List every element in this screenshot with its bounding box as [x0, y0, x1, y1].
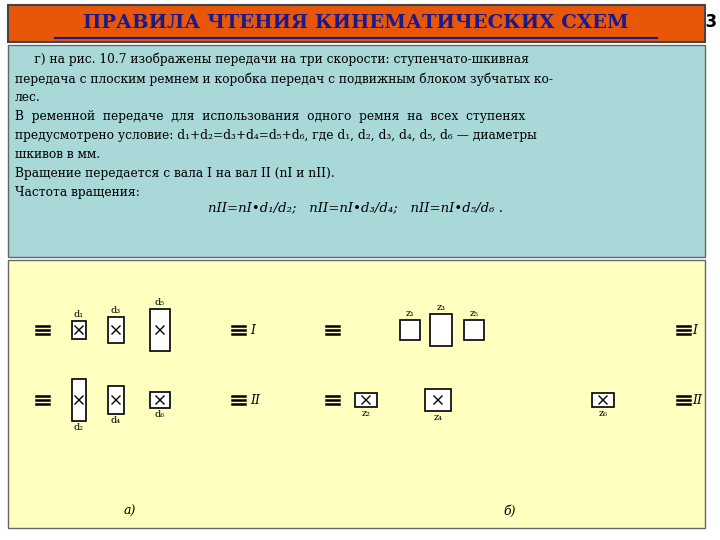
Bar: [464, 320, 484, 340]
Text: z₄: z₄: [433, 413, 443, 422]
Bar: [108, 386, 124, 414]
Text: z₆: z₆: [598, 409, 608, 418]
Text: z₅: z₅: [469, 309, 479, 318]
Text: Частота вращения:: Частота вращения:: [15, 186, 140, 199]
Text: d₁: d₁: [74, 310, 84, 319]
Text: I: I: [692, 323, 697, 336]
Text: nІІ=nІ•d₁/d₂;   nІІ=nІ•d₃/d₄;   nІІ=nІ•d₅/d₆ .: nІІ=nІ•d₁/d₂; nІІ=nІ•d₃/d₄; nІІ=nІ•d₅/d₆…: [209, 201, 503, 214]
Text: z₃: z₃: [436, 303, 446, 312]
Bar: [425, 389, 451, 411]
Text: d₃: d₃: [111, 306, 121, 315]
Text: б): б): [504, 505, 516, 518]
Text: 13: 13: [694, 13, 718, 31]
Bar: [72, 379, 86, 421]
Bar: [430, 314, 452, 346]
Text: II: II: [250, 394, 260, 407]
Text: г) на рис. 10.7 изображены передачи на три скорости: ступенчато-шкивная: г) на рис. 10.7 изображены передачи на т…: [15, 53, 529, 66]
Text: В  ременной  передаче  для  использования  одного  ремня  на  всех  ступенях: В ременной передаче для использования од…: [15, 110, 526, 123]
Bar: [355, 393, 377, 407]
Text: d₅: d₅: [155, 298, 165, 307]
Bar: [150, 309, 170, 351]
Text: ПРАВИЛА ЧТЕНИЯ КИНЕМАТИЧЕСКИХ СХЕМ: ПРАВИЛА ЧТЕНИЯ КИНЕМАТИЧЕСКИХ СХЕМ: [84, 15, 629, 32]
Bar: [8, 260, 705, 528]
Bar: [150, 392, 170, 408]
Text: II: II: [692, 394, 702, 407]
Text: z₁: z₁: [405, 309, 415, 318]
Text: d₂: d₂: [74, 423, 84, 432]
Text: Вращение передается с вала I на вал II (nI и nII).: Вращение передается с вала I на вал II (…: [15, 167, 335, 180]
Bar: [592, 393, 614, 407]
Text: I: I: [250, 323, 255, 336]
Bar: [8, 5, 705, 42]
Text: z₂: z₂: [361, 409, 370, 418]
Text: лес.: лес.: [15, 91, 41, 104]
Text: шкивов в мм.: шкивов в мм.: [15, 148, 100, 161]
Text: передача с плоским ремнем и коробка передач с подвижным блоком зубчатых ко-: передача с плоским ремнем и коробка пере…: [15, 72, 553, 85]
Bar: [72, 321, 86, 339]
Text: d₆: d₆: [155, 410, 165, 419]
Text: а): а): [124, 505, 136, 518]
Text: d₄: d₄: [111, 416, 121, 425]
Bar: [400, 320, 420, 340]
Bar: [108, 317, 124, 343]
Text: предусмотрено условие: d₁+d₂=d₃+d₄=d₅+d₆, где d₁, d₂, d₃, d₄, d₅, d₆ — диаметры: предусмотрено условие: d₁+d₂=d₃+d₄=d₅+d₆…: [15, 129, 536, 142]
Bar: [8, 45, 705, 257]
